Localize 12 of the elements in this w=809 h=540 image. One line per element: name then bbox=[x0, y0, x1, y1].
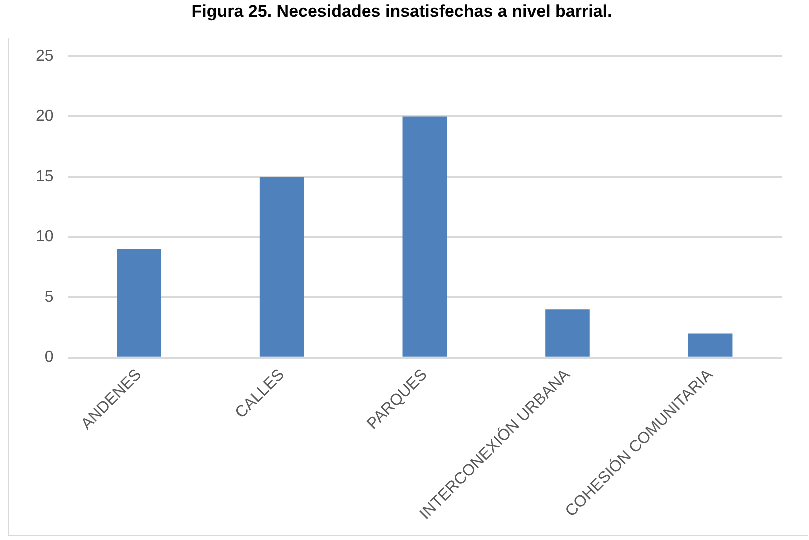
y-tick-label: 20 bbox=[36, 108, 54, 126]
bar bbox=[117, 249, 162, 357]
y-tick-label: 0 bbox=[44, 349, 54, 366]
y-tick-label: 25 bbox=[36, 48, 54, 65]
bar bbox=[546, 310, 590, 357]
y-tick-label: 15 bbox=[36, 168, 54, 186]
bar bbox=[402, 116, 448, 357]
bar bbox=[260, 176, 304, 357]
chart-title: Figura 25. Necesidades insatisfechas a nivel barrial. bbox=[192, 2, 612, 21]
y-tick-label: 10 bbox=[36, 228, 54, 246]
y-tick-label: 5 bbox=[44, 288, 54, 306]
bar bbox=[688, 334, 733, 357]
